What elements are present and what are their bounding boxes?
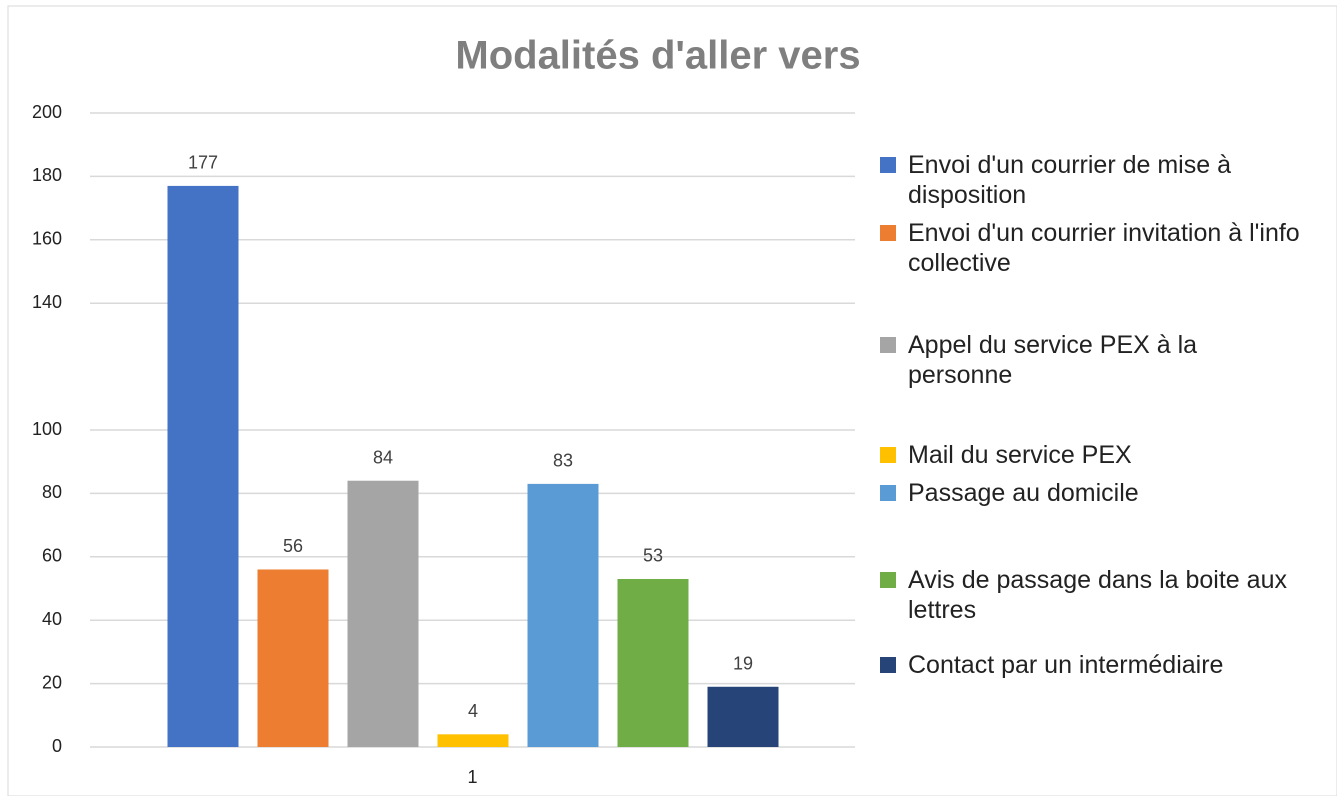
- y-tick-label: 160: [32, 229, 62, 249]
- legend-label: Mail du service PEX: [908, 441, 1132, 469]
- bar: [707, 686, 779, 747]
- legend-label: Envoi d'un courrier invitation à l'info …: [908, 219, 1300, 277]
- legend-entry: Avis de passage dans la boite aux lettre…: [880, 565, 1300, 625]
- bar: [257, 569, 329, 747]
- bar: [347, 480, 419, 747]
- y-tick-label: 40: [42, 609, 62, 629]
- legend-label: Avis de passage dans la boite aux lettre…: [908, 566, 1287, 624]
- y-tick-label: 80: [42, 482, 62, 502]
- data-label: 4: [468, 701, 478, 721]
- chart-border: [7, 5, 1337, 796]
- legend-label: Appel du service PEX à la personne: [908, 331, 1198, 389]
- y-tick-label: 140: [32, 292, 62, 312]
- legend-swatch: [880, 447, 896, 463]
- legend-swatch: [880, 157, 896, 173]
- legend-swatch: [880, 225, 896, 241]
- bar: [437, 734, 509, 747]
- legend-swatch: [880, 572, 896, 588]
- legend-entry: Envoi d'un courrier invitation à l'info …: [880, 218, 1300, 278]
- bar: [527, 483, 599, 747]
- legend-label: Contact par un intermédiaire: [908, 651, 1224, 679]
- legend-entry: Appel du service PEX à la personne: [880, 330, 1300, 390]
- legend-label: Passage au domicile: [908, 479, 1139, 507]
- legend-label: Envoi d'un courrier de mise à dispositio…: [908, 151, 1231, 209]
- data-label: 83: [553, 451, 573, 471]
- legend-entry: Passage au domicile: [880, 478, 1300, 508]
- data-label: 53: [643, 546, 663, 566]
- legend-entry: Contact par un intermédiaire: [880, 650, 1300, 680]
- data-label: 56: [283, 536, 303, 556]
- data-label: 19: [733, 654, 753, 674]
- legend-entry: Mail du service PEX: [880, 440, 1300, 470]
- legend-swatch: [880, 337, 896, 353]
- legend-swatch: [880, 485, 896, 501]
- legend-entry: Envoi d'un courrier de mise à dispositio…: [880, 150, 1300, 210]
- y-tick-label: 0: [52, 736, 62, 756]
- y-tick-label: 100: [32, 419, 62, 439]
- bar: [617, 578, 689, 747]
- y-tick-label: 60: [42, 546, 62, 566]
- x-tick-label: 1: [467, 767, 477, 787]
- y-tick-label: 200: [32, 102, 62, 122]
- y-tick-label: 180: [32, 165, 62, 185]
- y-tick-label: 20: [42, 672, 62, 692]
- legend-swatch: [880, 657, 896, 673]
- bar: [167, 185, 239, 747]
- data-label: 177: [188, 153, 218, 173]
- data-label: 84: [373, 447, 393, 467]
- chart-title: Modalités d'aller vers: [455, 34, 860, 78]
